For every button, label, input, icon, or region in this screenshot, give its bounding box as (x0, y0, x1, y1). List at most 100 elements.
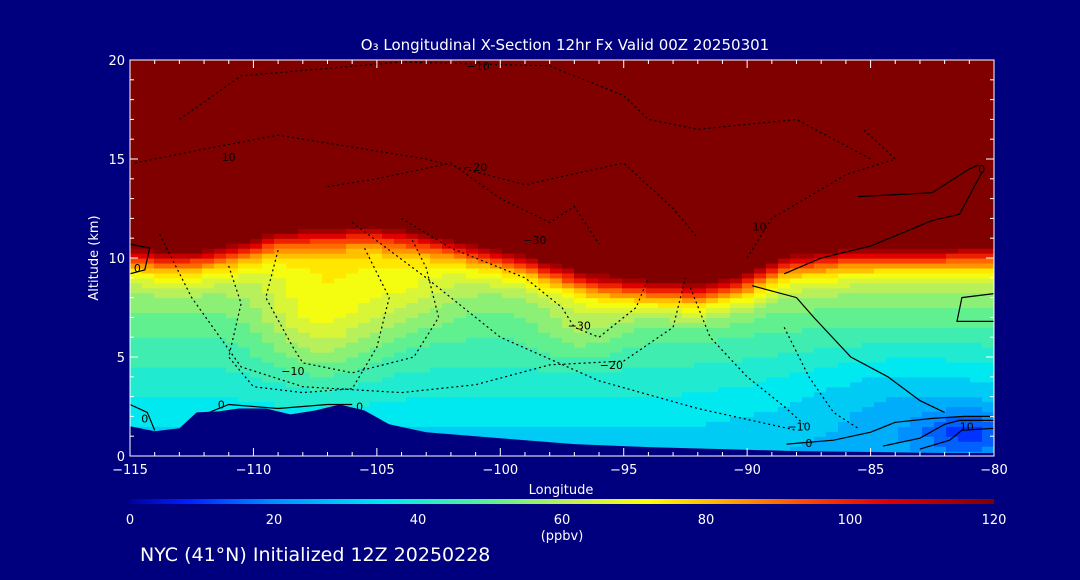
field-cell (394, 139, 407, 145)
field-cell (958, 401, 971, 408)
field-cell (202, 248, 215, 254)
field-cell (886, 203, 899, 210)
field-cell (790, 352, 803, 358)
field-cell (190, 228, 203, 234)
field-cell (286, 302, 299, 309)
field-cell (910, 188, 923, 195)
field-cell (862, 302, 875, 309)
field-cell (178, 183, 191, 190)
field-cell (454, 376, 467, 383)
field-cell (382, 381, 395, 388)
field-cell (454, 317, 467, 323)
field-cell (682, 342, 695, 348)
field-cell (262, 381, 275, 388)
field-cell (178, 129, 191, 135)
field-cell (562, 267, 575, 274)
field-cell (250, 327, 263, 333)
field-cell (370, 272, 383, 279)
field-cell (574, 124, 587, 130)
field-cell (862, 436, 875, 442)
field-cell (166, 371, 179, 378)
field-cell (574, 188, 587, 195)
field-cell (946, 446, 959, 452)
field-cell (514, 258, 527, 264)
field-cell (982, 386, 994, 393)
field-cell (634, 431, 647, 437)
field-cell (730, 154, 743, 160)
field-cell (754, 411, 767, 417)
field-cell (574, 114, 587, 120)
field-cell (454, 292, 467, 299)
field-cell (586, 144, 599, 150)
field-cell (742, 416, 755, 422)
field-cell (286, 352, 299, 358)
field-cell (574, 366, 587, 373)
field-cell (838, 243, 851, 249)
field-cell (550, 262, 563, 269)
field-cell (298, 134, 311, 140)
field-cell (226, 327, 239, 333)
field-cell (814, 277, 827, 284)
field-cell (214, 208, 227, 215)
field-cell (586, 218, 599, 224)
field-cell (778, 287, 791, 294)
field-cell (742, 149, 755, 155)
field-cell (490, 233, 503, 239)
field-cell (310, 144, 323, 150)
field-cell (394, 401, 407, 408)
field-cell (910, 347, 923, 353)
field-cell (238, 366, 251, 373)
field-cell (442, 144, 455, 150)
field-cell (526, 297, 539, 304)
field-cell (478, 371, 491, 378)
field-cell (790, 386, 803, 393)
field-cell (634, 386, 647, 393)
field-cell (298, 307, 311, 314)
field-cell (754, 371, 767, 378)
field-cell (454, 421, 467, 427)
field-cell (946, 129, 959, 135)
field-cell (658, 238, 671, 244)
field-cell (718, 421, 731, 427)
field-cell (610, 272, 623, 279)
field-cell (214, 327, 227, 333)
field-cell (622, 411, 635, 417)
field-cell (754, 347, 767, 353)
field-cell (202, 292, 215, 299)
field-cell (946, 198, 959, 205)
field-cell (658, 154, 671, 160)
field-cell (838, 134, 851, 140)
field-cell (814, 371, 827, 378)
field-cell (418, 342, 431, 348)
field-cell (874, 292, 887, 299)
field-cell (670, 312, 683, 318)
field-cell (286, 342, 299, 348)
field-cell (142, 144, 155, 150)
field-cell (658, 307, 671, 314)
field-cell (742, 129, 755, 135)
field-cell (970, 134, 983, 140)
field-cell (466, 342, 479, 348)
field-cell (478, 119, 491, 125)
field-cell (238, 124, 251, 130)
field-cell (454, 198, 467, 205)
field-cell (502, 371, 515, 378)
field-cell (262, 168, 275, 175)
field-cell (958, 183, 971, 190)
field-cell (922, 134, 935, 140)
field-cell (406, 307, 419, 314)
field-cell (334, 119, 347, 125)
field-cell (766, 129, 779, 135)
field-cell (310, 307, 323, 314)
field-cell (370, 243, 383, 249)
field-cell (694, 342, 707, 348)
field-cell (718, 114, 731, 120)
field-cell (970, 119, 983, 125)
field-cell (706, 426, 719, 432)
field-cell (382, 262, 395, 269)
field-cell (430, 124, 443, 130)
field-cell (406, 129, 419, 135)
field-cell (478, 114, 491, 120)
field-cell (742, 159, 755, 165)
field-cell (394, 203, 407, 210)
